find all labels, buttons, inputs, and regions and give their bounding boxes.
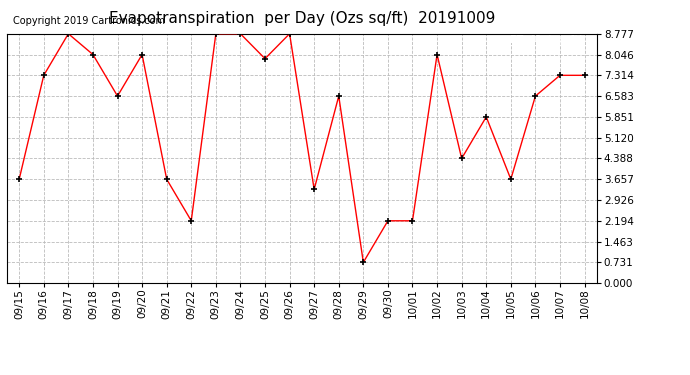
Title: Evapotranspiration  per Day (Ozs sq/ft)  20191009: Evapotranspiration per Day (Ozs sq/ft) 2… xyxy=(109,11,495,26)
Text: Copyright 2019 Cartronics.com: Copyright 2019 Cartronics.com xyxy=(13,16,165,26)
